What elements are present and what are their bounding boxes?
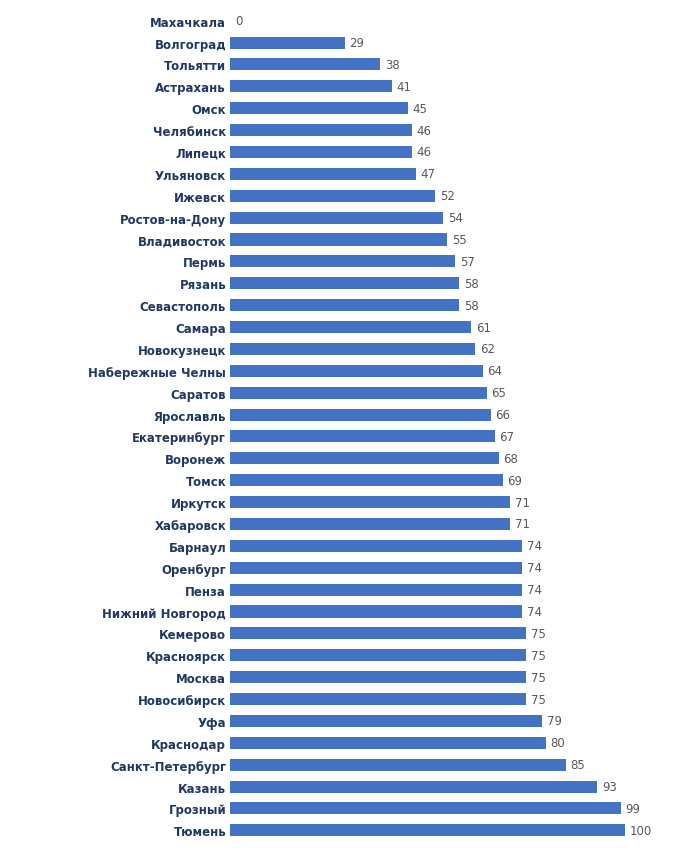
Bar (230, 780, 597, 792)
Text: 74: 74 (527, 539, 542, 553)
Bar (230, 606, 522, 618)
Bar (230, 387, 487, 400)
Bar (230, 81, 392, 93)
Bar (230, 671, 526, 683)
Bar (230, 737, 546, 749)
Text: 61: 61 (476, 321, 491, 334)
Text: 71: 71 (515, 496, 530, 509)
Text: 65: 65 (491, 387, 506, 400)
Text: 45: 45 (413, 102, 427, 116)
Text: 100: 100 (630, 824, 652, 837)
Text: 46: 46 (417, 124, 431, 137)
Bar (230, 212, 443, 224)
Bar (230, 278, 459, 290)
Bar (230, 497, 510, 509)
Bar (230, 562, 522, 574)
Bar (230, 628, 526, 640)
Bar (230, 649, 526, 661)
Bar (230, 60, 380, 72)
Text: 75: 75 (531, 693, 546, 705)
Bar (230, 234, 447, 246)
Text: 85: 85 (570, 758, 585, 771)
Bar (230, 103, 408, 115)
Text: 62: 62 (480, 343, 495, 356)
Text: 80: 80 (551, 736, 565, 750)
Text: 41: 41 (397, 81, 412, 94)
Bar (230, 518, 510, 530)
Text: 69: 69 (507, 475, 522, 487)
Text: 58: 58 (464, 299, 479, 313)
Text: 29: 29 (350, 37, 364, 50)
Text: 52: 52 (440, 190, 455, 203)
Text: 67: 67 (499, 430, 514, 443)
Text: 99: 99 (625, 802, 641, 815)
Text: 47: 47 (420, 168, 436, 181)
Text: 64: 64 (488, 365, 503, 377)
Bar (230, 300, 459, 312)
Bar (230, 125, 412, 137)
Text: 68: 68 (503, 452, 518, 465)
Bar (230, 540, 522, 552)
Bar (230, 147, 412, 158)
Bar (230, 169, 416, 181)
Text: 93: 93 (602, 780, 617, 793)
Bar (230, 475, 503, 486)
Bar (230, 759, 565, 771)
Bar (230, 803, 621, 815)
Text: 38: 38 (385, 59, 400, 72)
Text: 71: 71 (515, 518, 530, 531)
Bar (230, 322, 471, 334)
Bar (230, 191, 436, 203)
Bar (230, 584, 522, 596)
Text: 54: 54 (448, 212, 463, 225)
Text: 66: 66 (496, 409, 510, 422)
Bar (230, 256, 455, 268)
Bar (230, 694, 526, 705)
Text: 74: 74 (527, 584, 542, 596)
Text: 46: 46 (417, 147, 431, 159)
Bar (230, 431, 495, 443)
Text: 75: 75 (531, 671, 546, 684)
Text: 57: 57 (460, 256, 475, 268)
Bar (230, 366, 483, 377)
Text: 0: 0 (235, 15, 242, 28)
Bar (230, 37, 345, 49)
Text: 75: 75 (531, 649, 546, 662)
Bar (230, 409, 491, 421)
Text: 74: 74 (527, 605, 542, 619)
Text: 74: 74 (527, 561, 542, 574)
Bar (230, 343, 475, 355)
Text: 79: 79 (547, 715, 562, 728)
Text: 58: 58 (464, 278, 479, 291)
Text: 75: 75 (531, 627, 546, 640)
Bar (230, 715, 542, 727)
Bar (230, 825, 625, 837)
Bar (230, 452, 498, 465)
Text: 55: 55 (452, 233, 467, 247)
